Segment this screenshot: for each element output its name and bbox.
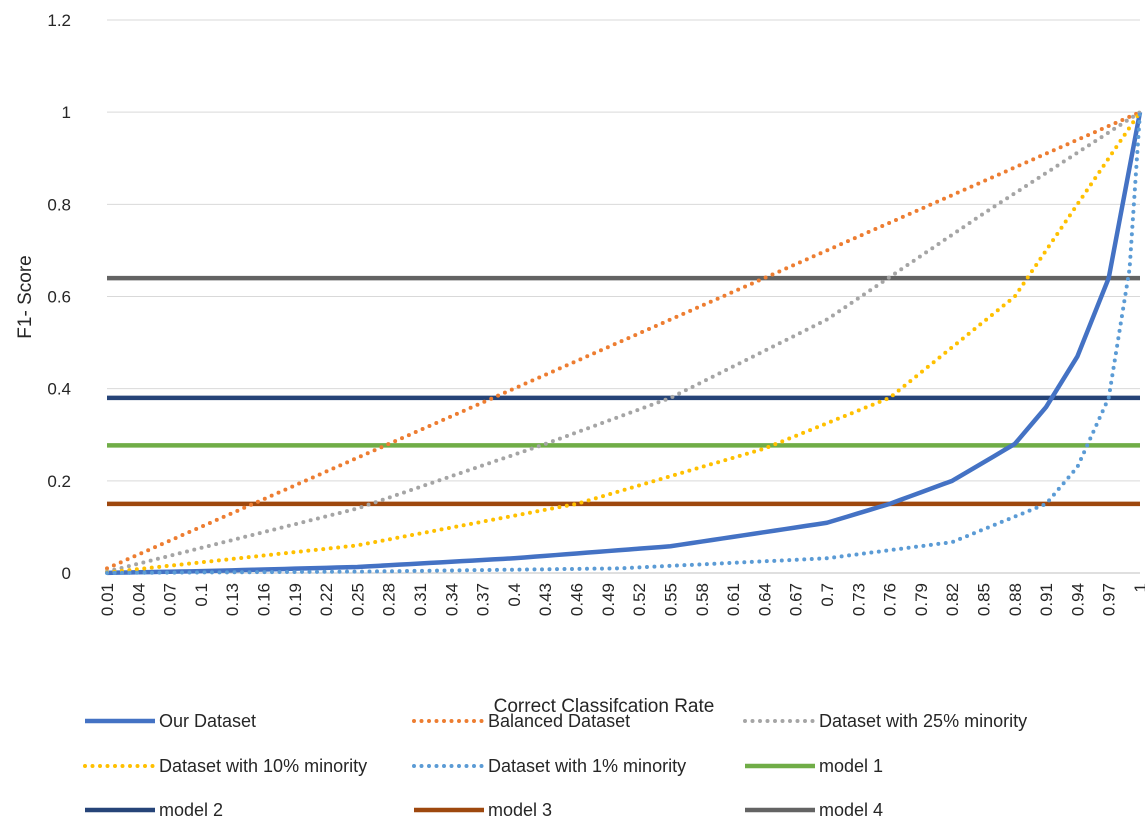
x-tick-label: 0.25 xyxy=(348,583,367,616)
x-tick-label: 0.28 xyxy=(380,583,399,616)
x-tick-label: 0.67 xyxy=(787,583,806,616)
y-tick-label: 1 xyxy=(62,103,71,122)
y-axis-title: F1- Score xyxy=(15,255,36,338)
y-tick-label: 0.6 xyxy=(47,288,71,307)
legend: Our Dataset Balanced Dataset Dataset with … xyxy=(83,711,1027,820)
series-line-dataset-with-1-minority xyxy=(105,110,1142,575)
legend-label: Dataset with 10% minority xyxy=(159,756,367,776)
x-tick-label: 0.97 xyxy=(1100,583,1119,616)
series-lines xyxy=(105,110,1143,576)
y-tick-label: 0.2 xyxy=(47,472,71,491)
legend-label: model 2 xyxy=(159,800,223,820)
x-tick-label: 0.46 xyxy=(568,583,587,616)
x-tick-label: 0.94 xyxy=(1068,583,1087,616)
x-tick-label: 0.07 xyxy=(161,583,180,616)
legend-label: model 4 xyxy=(819,800,883,820)
x-tick-label: 1 xyxy=(1131,583,1145,592)
x-tick-label: 0.58 xyxy=(693,583,712,616)
x-tick-label: 0.7 xyxy=(818,583,837,607)
x-tick-label: 0.19 xyxy=(286,583,305,616)
x-tick-label: 0.88 xyxy=(1006,583,1025,616)
x-tick-label: 0.16 xyxy=(255,583,274,616)
x-tick-label: 0.61 xyxy=(724,583,743,616)
x-axis-ticks: 0.01 0.04 0.07 0.1 0.13 0.16 0.19 0.22 0.25 0.28 0… xyxy=(98,583,1145,616)
y-tick-label: 0.8 xyxy=(47,195,71,214)
series-line-dataset-with-10-minority xyxy=(105,110,1142,575)
y-tick-label: 0 xyxy=(62,564,71,583)
x-tick-label: 0.49 xyxy=(599,583,618,616)
legend-label: model 3 xyxy=(488,800,552,820)
legend-label: Balanced Dataset xyxy=(488,711,630,731)
legend-label: Dataset with 25% minority xyxy=(819,711,1027,731)
x-tick-label: 0.82 xyxy=(943,583,962,616)
x-tick-label: 0.43 xyxy=(536,583,555,616)
x-tick-label: 0.04 xyxy=(129,583,148,616)
x-tick-label: 0.79 xyxy=(912,583,931,616)
x-tick-label: 0.85 xyxy=(974,583,993,616)
x-tick-label: 0.1 xyxy=(192,583,211,607)
x-tick-label: 0.73 xyxy=(849,583,868,616)
x-tick-label: 0.01 xyxy=(98,583,117,616)
x-tick-label: 0.76 xyxy=(881,583,900,616)
x-tick-label: 0.13 xyxy=(223,583,242,616)
legend-label: model 1 xyxy=(819,756,883,776)
series-line-balanced-dataset xyxy=(105,110,1142,571)
x-tick-label: 0.22 xyxy=(317,583,336,616)
x-tick-label: 0.91 xyxy=(1037,583,1056,616)
y-axis-ticks: 0 0.2 0.4 0.6 0.8 1 1.2 xyxy=(47,11,71,583)
x-tick-label: 0.31 xyxy=(411,583,430,616)
y-tick-label: 0.4 xyxy=(47,380,71,399)
x-tick-label: 0.52 xyxy=(630,583,649,616)
x-tick-label: 0.64 xyxy=(755,583,774,616)
x-tick-label: 0.55 xyxy=(661,583,680,616)
legend-label: Our Dataset xyxy=(159,711,256,731)
series-line-our-dataset xyxy=(106,111,1143,576)
x-tick-label: 0.37 xyxy=(474,583,493,616)
x-tick-label: 0.4 xyxy=(505,583,524,607)
x-axis-title: Correct Classifcation Rate xyxy=(494,696,715,717)
gridlines xyxy=(107,19,1140,482)
legend-label: Dataset with 1% minority xyxy=(488,756,686,776)
y-tick-label: 1.2 xyxy=(47,11,71,30)
x-tick-label: 0.34 xyxy=(442,583,461,616)
series-line-dataset-with-25-minority xyxy=(105,110,1142,574)
